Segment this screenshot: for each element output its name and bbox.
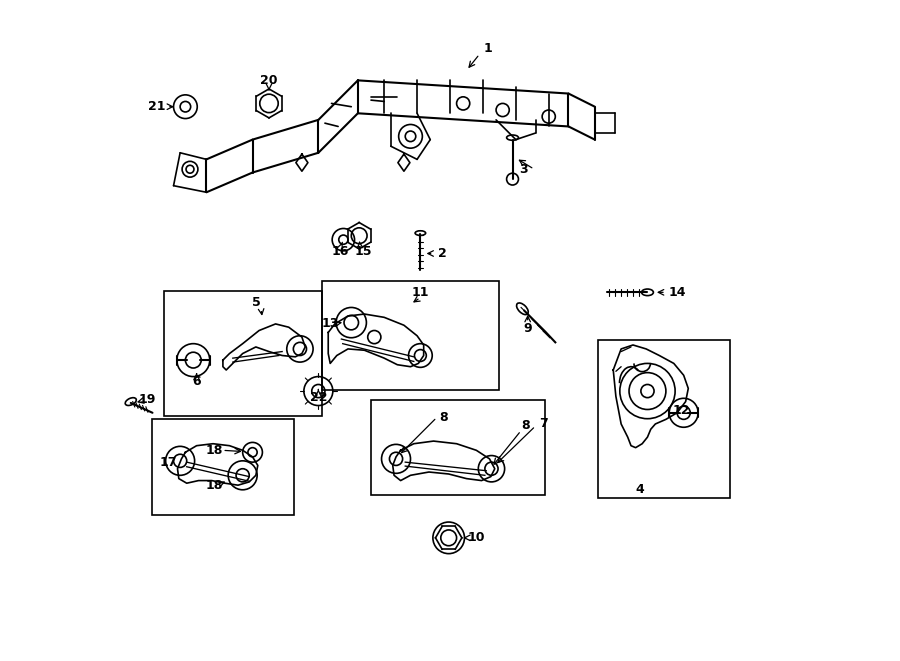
Bar (371, 400, 545, 495)
Text: 17: 17 (159, 455, 177, 469)
Text: 3: 3 (519, 163, 528, 176)
Text: 8: 8 (521, 420, 530, 432)
Bar (321, 281, 500, 390)
Circle shape (186, 165, 194, 173)
Text: 13: 13 (321, 317, 339, 330)
Text: 2: 2 (437, 247, 446, 260)
Text: 19: 19 (139, 393, 156, 406)
Text: 8: 8 (439, 411, 447, 424)
Text: 4: 4 (635, 483, 644, 496)
Text: 1: 1 (484, 42, 492, 56)
Text: 21: 21 (148, 100, 166, 113)
Text: 10: 10 (468, 531, 485, 545)
Text: 14: 14 (669, 286, 686, 299)
Circle shape (405, 131, 416, 141)
Text: 20: 20 (260, 74, 278, 87)
Text: 11: 11 (411, 286, 429, 299)
Text: 6: 6 (193, 375, 201, 389)
Text: 18: 18 (206, 444, 223, 457)
Bar (152, 419, 294, 515)
Bar (164, 291, 321, 416)
Text: 9: 9 (524, 322, 532, 335)
Text: 22: 22 (310, 391, 327, 404)
Text: 15: 15 (355, 245, 372, 258)
Text: 18: 18 (206, 479, 223, 492)
Text: 16: 16 (331, 245, 349, 258)
Text: 5: 5 (252, 296, 261, 309)
Text: 7: 7 (539, 418, 548, 430)
Bar (598, 340, 730, 498)
Text: 12: 12 (673, 405, 690, 417)
